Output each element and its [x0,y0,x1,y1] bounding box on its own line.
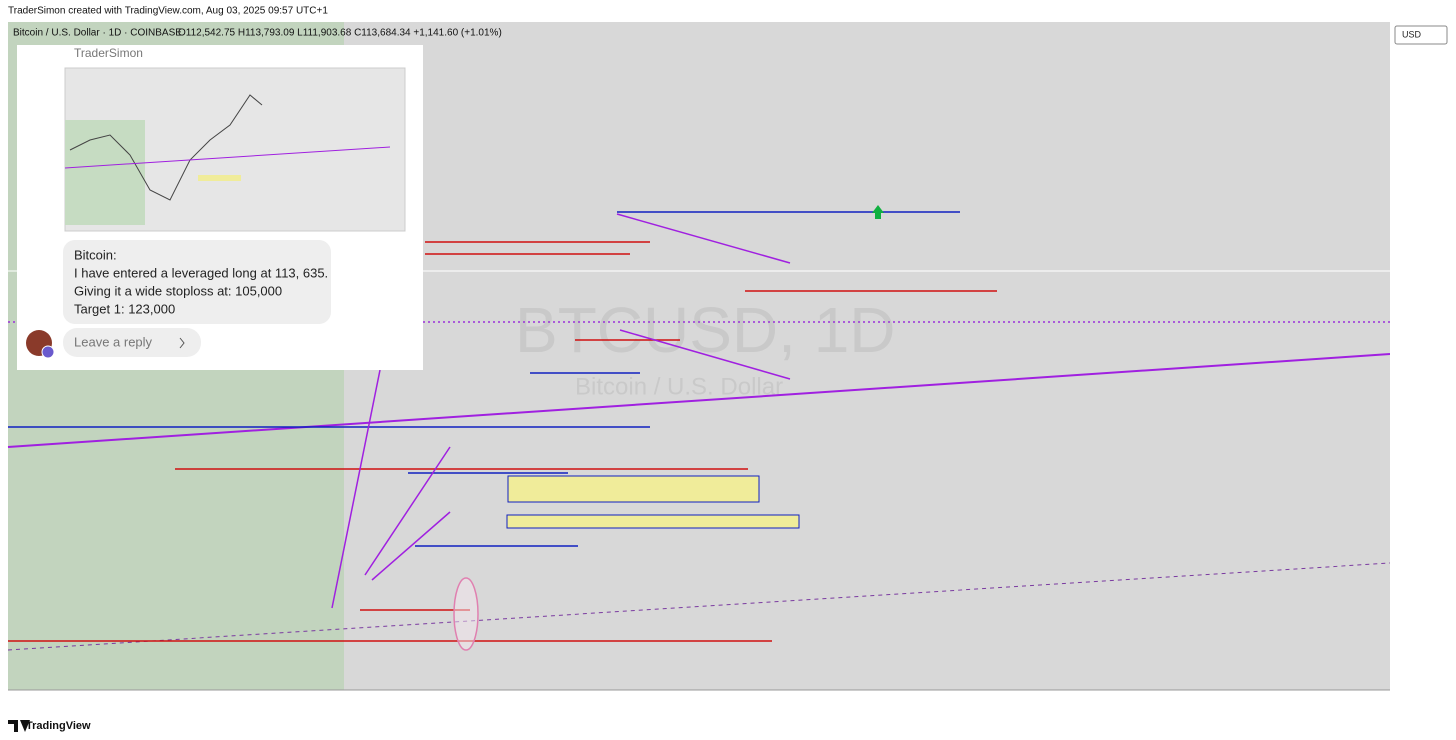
message-bubble [63,240,331,324]
drawings [7,205,1391,651]
popup-author: TraderSimon [74,46,143,60]
bottom-bar [0,690,1456,740]
thumb-line [69,94,263,201]
thumb-box [198,175,241,181]
price-scale [1390,22,1456,690]
message-title: Bitcoin: [74,247,117,262]
reply-arrow [179,337,185,349]
message-line: Target 1: 123,000 [74,301,175,316]
currency-box [1394,25,1448,45]
footer-brand: TradingView [26,720,91,732]
attribution: TraderSimon created with TradingView.com… [8,6,328,17]
popup: TraderSimon Bitcoin: I have entered a le… [17,45,423,370]
currency: USD [1402,29,1422,39]
avatar-badge [41,345,55,359]
thumb-trend [64,146,391,169]
ohlc: O112,542.75 H113,793.09 L111,903.68 C113… [178,28,502,39]
message-line: Giving it a wide stoploss at: 105,000 [74,283,282,298]
watermark-sub: Bitcoin / U.S. Dollar [575,373,783,400]
top-bar [0,0,1456,22]
message-line: I have entered a leveraged long at 113, … [74,265,328,280]
logo [8,720,30,732]
symbol: Bitcoin / U.S. Dollar · 1D · COINBASE [13,28,182,39]
reply-text[interactable]: Leave a reply [74,334,153,349]
thumb-zone [65,120,145,225]
reply-box[interactable] [63,328,201,357]
